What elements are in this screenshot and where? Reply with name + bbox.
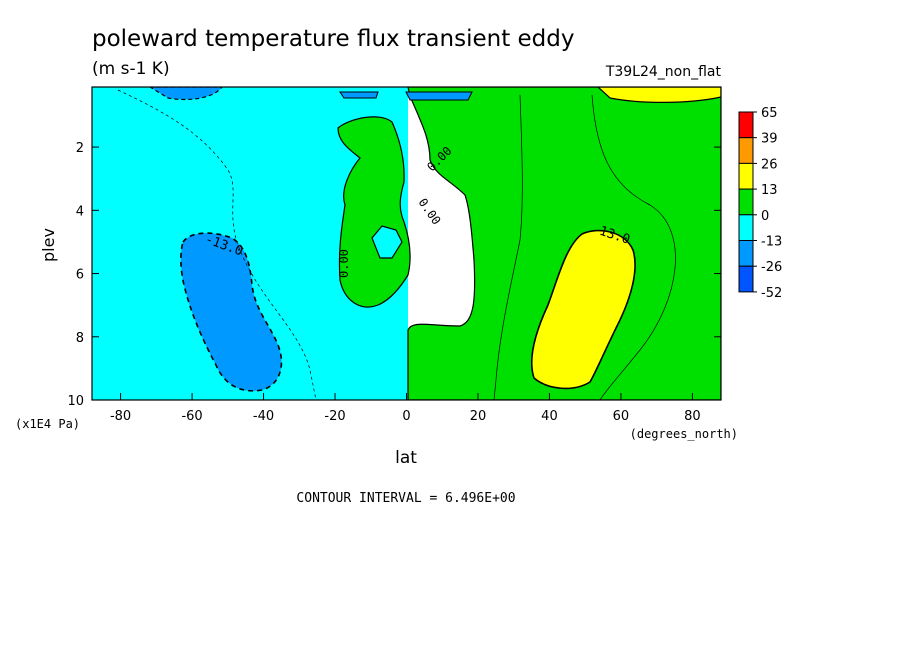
y-tick-label: 8 [76, 331, 84, 346]
x-tick-label: 80 [684, 409, 701, 424]
colorbar-level-label: -26 [761, 260, 782, 275]
run-label: T39L24_non_flat [605, 64, 722, 80]
colorbar-level-label: 0 [761, 209, 769, 224]
x-tick-label: 60 [613, 409, 630, 424]
y-tick-label: 10 [67, 394, 84, 409]
colorbar-swatch [738, 214, 754, 242]
x-axis-label: lat [395, 448, 417, 468]
colorbar-swatch [738, 137, 754, 164]
region-northern-positive [407, 87, 721, 400]
y-axis-label: plev [39, 228, 58, 262]
contour-label-center-lower: 0.00 [416, 196, 444, 228]
colorbar-level-label: 26 [761, 157, 778, 172]
y-axis-units: (x1E4 Pa) [15, 417, 80, 431]
contour-line-north-thin [493, 94, 676, 400]
region-tropical-positive [337, 116, 411, 308]
colorbar-level-label: 13 [761, 183, 778, 198]
colorbar-swatch [738, 188, 754, 216]
colorbar-level-label: 39 [761, 132, 778, 147]
colorbar-swatch [738, 111, 754, 139]
x-tick-label: 40 [541, 409, 558, 424]
y-tick-label: 4 [76, 204, 84, 219]
colorbar-swatch [738, 240, 754, 267]
units-label: (m s-1 K) [92, 59, 170, 79]
contour-label-center-vertical: 0.00 [337, 249, 351, 278]
contour-interval-note: CONTOUR INTERVAL = 6.496E+00 [296, 491, 515, 506]
x-tick-label: -60 [181, 409, 202, 424]
chart-title: poleward temperature flux transient eddy [92, 26, 574, 52]
x-tick-label: -80 [110, 409, 131, 424]
contour-line-south-thin [117, 89, 317, 400]
colorbar-level-label: -13 [761, 235, 782, 250]
region-tropical-hole [371, 225, 403, 259]
region-top-center-band [339, 91, 473, 101]
colorbar-level-label: 65 [761, 106, 778, 121]
x-tick-label: -40 [253, 409, 274, 424]
y-tick-label: 2 [76, 141, 84, 156]
plot-area: -13.0 0.00 0.00 0.00 13.0 [91, 86, 722, 401]
region-northern-positive-lobe [530, 229, 636, 390]
y-axis: 2 4 6 8 10 [67, 141, 721, 409]
x-tick-label: 20 [470, 409, 487, 424]
x-tick-label: -20 [324, 409, 345, 424]
y-tick-label: 6 [76, 268, 84, 283]
x-axis-units: (degrees_north) [630, 427, 738, 441]
colorbar-swatch [738, 162, 754, 190]
x-axis: -80 -60 -40 -20 0 20 40 60 80 [110, 393, 701, 424]
colorbar: 65 39 26 13 0 -13 -26 -52 [738, 106, 782, 301]
colorbar-swatch [738, 265, 754, 293]
x-tick-label: 0 [402, 409, 410, 424]
colorbar-level-label: -52 [761, 286, 782, 301]
